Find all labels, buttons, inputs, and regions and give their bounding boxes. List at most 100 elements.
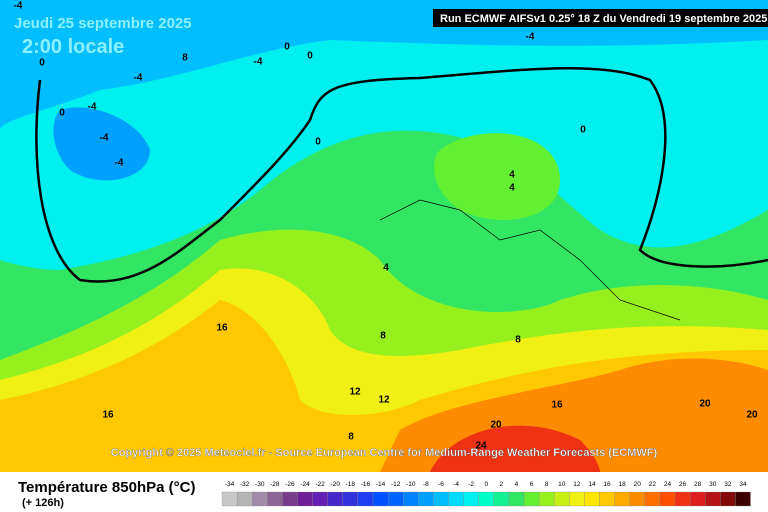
scale-label: 8 (545, 481, 549, 488)
coastlines (379, 199, 681, 321)
contour-label: 8 (515, 335, 521, 346)
contour-label: 0 (307, 51, 313, 62)
scale-label: -30 (255, 481, 265, 488)
run-info: Run ECMWF AIFSv1 0.25° 18 Z du Vendredi … (440, 13, 767, 25)
copyright: Copyright © 2025 Meteociel.fr - Source E… (111, 447, 658, 459)
legend-subtitle: (+ 126h) (22, 497, 64, 509)
scale-swatch (282, 491, 298, 507)
scale-label: -16 (361, 481, 371, 488)
contour-label: 8 (348, 432, 354, 443)
scale-swatch (569, 491, 585, 507)
contour-label: 20 (490, 420, 502, 431)
scale-swatch (387, 491, 404, 507)
scale-label: 2 (500, 481, 504, 488)
contour-label: 16 (551, 400, 563, 411)
scale-swatch (508, 491, 525, 507)
scale-swatch (584, 491, 600, 507)
scale-label: -8 (423, 481, 429, 488)
hottest-area (430, 425, 600, 472)
scale-label: 16 (603, 481, 611, 488)
contour-label: -4 (254, 57, 263, 68)
scale-label: -18 (346, 481, 356, 488)
scale-swatch (357, 491, 374, 507)
contour-label: -4 (134, 73, 143, 84)
contour-label: 20 (699, 399, 711, 410)
contour-label: -4 (115, 158, 124, 169)
scale-swatch (312, 491, 328, 507)
contour-label: -4 (88, 102, 97, 113)
scale-swatch (327, 491, 343, 507)
contour-label: -4 (526, 32, 535, 43)
scale-swatch (599, 491, 615, 507)
scale-swatch (418, 491, 434, 507)
legend-title: Température 850hPa (°C) (18, 479, 195, 496)
scale-label: -32 (240, 481, 250, 488)
scale-swatch (221, 491, 238, 507)
colder-area (0, 0, 768, 130)
contour-label: 24 (475, 441, 487, 452)
scale-label: 28 (694, 481, 702, 488)
scale-swatch (236, 491, 253, 507)
scale-label: -34 (225, 481, 235, 488)
contour-label: 12 (378, 395, 390, 406)
contour-label: 16 (102, 410, 114, 421)
scale-swatch (644, 491, 661, 507)
scale-label: 12 (573, 481, 581, 488)
scale-label: 24 (664, 481, 672, 488)
scale-label: 20 (634, 481, 642, 488)
forecast-date: Jeudi 25 septembre 2025 (14, 15, 192, 32)
contour-label: 0 (284, 42, 290, 53)
scale-swatch (523, 491, 540, 507)
zero-isotherm (35, 67, 768, 283)
scale-swatch (629, 491, 645, 507)
scale-swatch (705, 491, 721, 507)
contour-label: 4 (509, 170, 515, 181)
scale-swatch (614, 491, 630, 507)
contour-label: 4 (383, 263, 389, 274)
scale-swatch (448, 491, 464, 507)
scale-label: 14 (588, 481, 596, 488)
contour-label: 16 (216, 323, 228, 334)
scale-label: -22 (315, 481, 325, 488)
scale-label: 4 (515, 481, 519, 488)
contour-label: 0 (315, 137, 321, 148)
forecast-time: 2:00 locale (22, 36, 124, 58)
contour-label: 20 (746, 410, 758, 421)
scale-label: -6 (438, 481, 444, 488)
scale-label: -10 (406, 481, 416, 488)
scale-swatch (297, 491, 313, 507)
scale-label: 30 (709, 481, 717, 488)
scale-swatch (267, 491, 283, 507)
scale-swatch (720, 491, 736, 507)
scale-label: -26 (285, 481, 295, 488)
scale-swatch (538, 491, 555, 507)
scale-swatch (735, 491, 751, 507)
scale-label: 6 (530, 481, 534, 488)
scale-label: -24 (300, 481, 310, 488)
scale-swatch (689, 491, 706, 507)
contour-label: 0 (59, 108, 65, 119)
scale-label: 32 (724, 481, 732, 488)
scale-label: -2 (468, 481, 474, 488)
scale-label: 34 (739, 481, 747, 488)
contour-label: 8 (380, 331, 386, 342)
contour-label: 0 (580, 125, 586, 136)
scale-swatch (478, 491, 494, 507)
scale-swatch (659, 491, 676, 507)
scale-label: -4 (453, 481, 459, 488)
warm-pocket (434, 133, 560, 220)
scale-label: 10 (558, 481, 566, 488)
scale-label: -12 (391, 481, 401, 488)
scale-swatch (342, 491, 359, 507)
contour-label: -4 (100, 133, 109, 144)
contour-label: 12 (349, 387, 361, 398)
contour-label: 4 (509, 183, 515, 194)
run-banner (433, 9, 768, 27)
cold-pocket (53, 107, 150, 181)
scale-label: 26 (679, 481, 687, 488)
scale-swatch (403, 491, 419, 507)
contour-label: -4 (14, 1, 23, 12)
scale-label: -28 (270, 481, 280, 488)
scale-label: -20 (331, 481, 341, 488)
